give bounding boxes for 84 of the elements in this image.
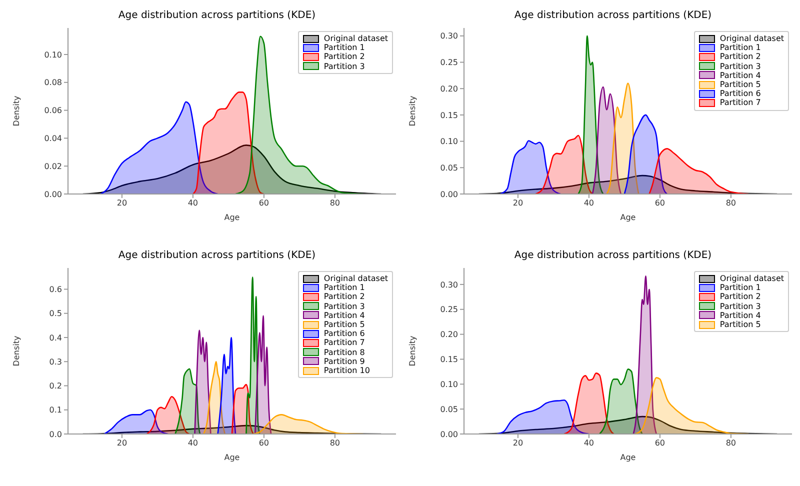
y-tick-label: 0.05 <box>440 163 458 172</box>
y-tick-label: 0.04 <box>44 134 62 144</box>
y-tick-label: 0.30 <box>440 280 458 290</box>
legend-label: Partition 1 <box>324 283 365 292</box>
legend-label: Partition 6 <box>324 329 365 338</box>
legend-label: Partition 6 <box>720 89 761 98</box>
x-tick-label: 20 <box>512 438 524 448</box>
y-tick-label: 0.5 <box>49 309 62 318</box>
y-tick-label: 0.10 <box>440 380 458 389</box>
y-tick-label: 0.10 <box>440 137 458 146</box>
y-tick-label: 0.10 <box>44 50 62 60</box>
y-tick-label: 0.20 <box>440 330 458 340</box>
y-tick-label: 0.3 <box>49 357 62 366</box>
legend-label: Partition 1 <box>324 43 365 52</box>
legend-label: Original dataset <box>720 274 784 284</box>
x-axis-title: Age <box>224 453 240 462</box>
legend-label: Partition 7 <box>324 338 365 348</box>
x-tick-label: 40 <box>188 438 198 448</box>
y-tick-label: 0.06 <box>44 106 62 116</box>
x-tick-label: 60 <box>258 438 270 448</box>
x-tick-label: 80 <box>726 438 736 448</box>
y-tick-label: 0.1 <box>49 406 62 415</box>
y-tick-label: 0.0 <box>49 430 62 439</box>
legend-label: Partition 10 <box>324 366 370 376</box>
x-tick-label: 80 <box>726 198 736 208</box>
legend-label: Partition 4 <box>720 310 761 320</box>
x-tick-label: 40 <box>584 438 594 448</box>
y-tick-label: 0.4 <box>49 333 62 342</box>
legend-label: Partition 8 <box>324 348 365 357</box>
chart-title: Age distribution across partitions (KDE) <box>513 10 713 21</box>
x-axis-title: Age <box>620 213 636 222</box>
legend-label: Partition 4 <box>720 70 761 80</box>
y-tick-label: 0.30 <box>440 32 458 41</box>
legend-label: Partition 7 <box>720 98 761 108</box>
y-tick-label: 0.15 <box>440 110 458 120</box>
x-tick-label: 20 <box>116 198 128 208</box>
chart-title: Age distribution across partitions (KDE) <box>117 250 317 261</box>
y-tick-label: 0.20 <box>440 84 458 94</box>
x-tick-label: 20 <box>512 198 524 208</box>
legend-label: Partition 4 <box>324 310 365 320</box>
y-tick-label: 0.00 <box>44 190 62 199</box>
x-tick-label: 20 <box>116 438 128 448</box>
legend-label: Partition 2 <box>324 52 365 62</box>
y-tick-label: 0.2 <box>49 382 62 391</box>
y-tick-label: 0.08 <box>44 78 62 88</box>
x-tick-label: 40 <box>188 198 198 208</box>
x-axis-title: Age <box>620 453 636 462</box>
x-tick-label: 60 <box>258 198 270 208</box>
x-axis-title: Age <box>224 213 240 222</box>
y-tick-label: 0.00 <box>440 190 458 199</box>
x-tick-label: 60 <box>654 198 666 208</box>
y-axis-title: Density <box>408 96 417 126</box>
legend-label: Original dataset <box>324 34 388 44</box>
legend-label: Original dataset <box>720 34 784 44</box>
legend-label: Partition 2 <box>720 52 761 62</box>
x-tick-label: 80 <box>330 198 340 208</box>
x-tick-label: 80 <box>330 438 340 448</box>
y-tick-label: 0.02 <box>44 162 62 171</box>
y-tick-label: 0.00 <box>440 430 458 439</box>
y-tick-label: 0.25 <box>440 58 458 68</box>
legend-label: Original dataset <box>324 274 388 284</box>
legend-label: Partition 3 <box>720 62 761 71</box>
legend-label: Partition 3 <box>720 302 761 311</box>
legend-label: Partition 3 <box>324 302 365 311</box>
legend-label: Partition 5 <box>324 320 365 330</box>
legend-label: Partition 2 <box>720 292 761 302</box>
y-axis-title: Density <box>12 96 21 126</box>
legend-label: Partition 2 <box>324 292 365 302</box>
y-tick-label: 0.6 <box>49 285 62 294</box>
x-tick-label: 60 <box>654 438 666 448</box>
y-axis-title: Density <box>408 336 417 366</box>
chart-title: Age distribution across partitions (KDE) <box>513 250 713 261</box>
legend-label: Partition 3 <box>324 62 365 71</box>
y-axis-title: Density <box>12 336 21 366</box>
legend-label: Partition 9 <box>324 356 365 366</box>
legend-label: Partition 5 <box>720 80 761 90</box>
y-tick-label: 0.05 <box>440 404 458 414</box>
legend-label: Partition 5 <box>720 320 761 330</box>
x-tick-label: 40 <box>584 198 594 208</box>
legend-label: Partition 1 <box>720 283 761 292</box>
legend-label: Partition 1 <box>720 43 761 52</box>
chart-title: Age distribution across partitions (KDE) <box>117 10 317 21</box>
y-tick-label: 0.15 <box>440 355 458 364</box>
y-tick-label: 0.25 <box>440 305 458 314</box>
